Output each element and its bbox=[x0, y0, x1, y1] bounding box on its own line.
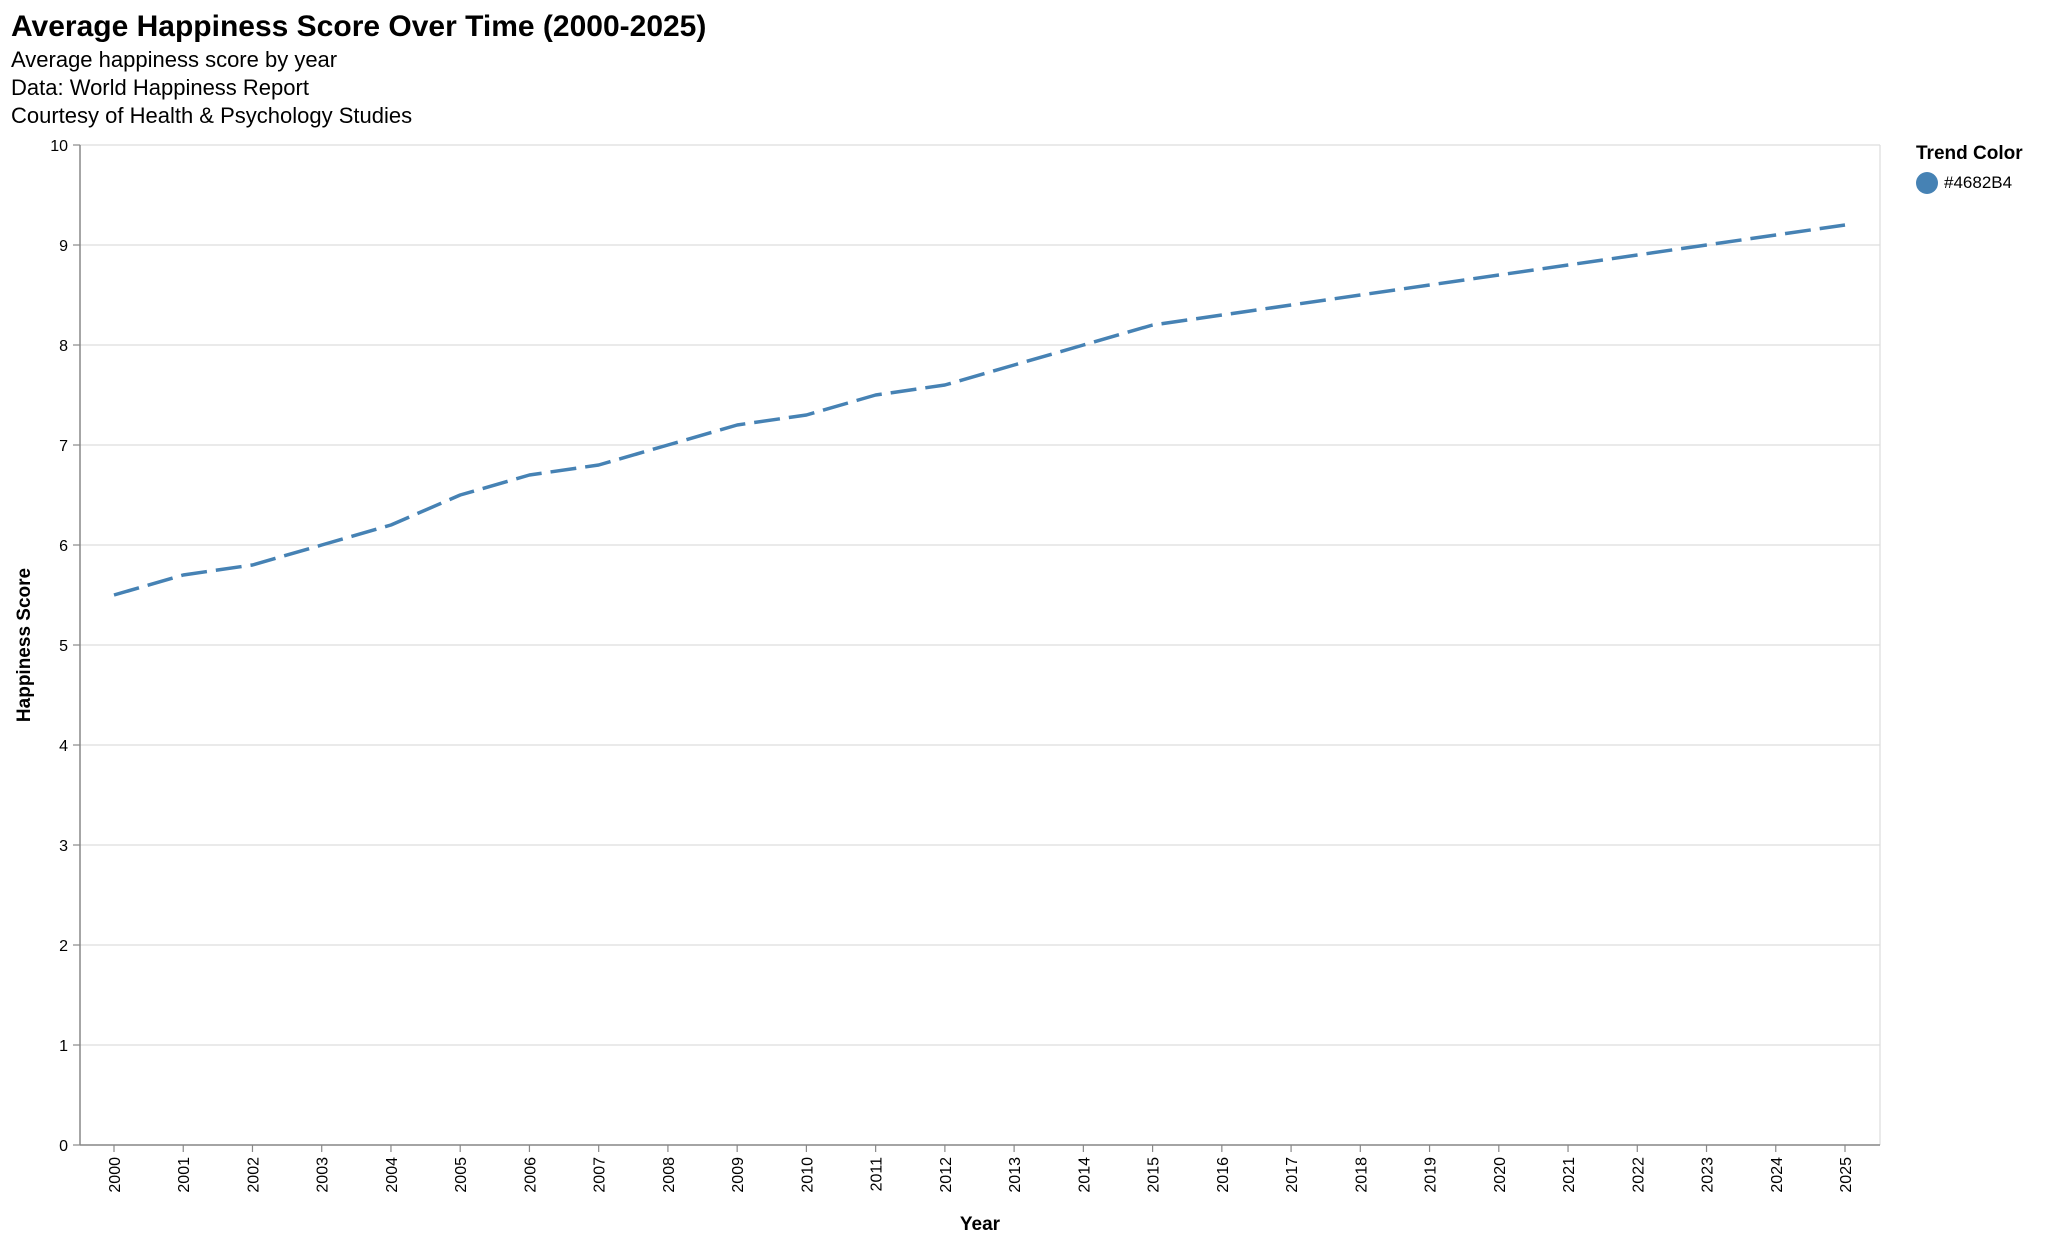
y-tick-label: 1 bbox=[59, 1038, 68, 1055]
series-line bbox=[113, 223, 1846, 597]
legend-label: #4682B4 bbox=[1944, 173, 2013, 192]
x-tick-label: 2009 bbox=[730, 1157, 747, 1193]
chart-header: Average Happiness Score Over Time (2000-… bbox=[11, 8, 706, 130]
x-tick-label: 2012 bbox=[938, 1157, 955, 1193]
x-tick-label: 2001 bbox=[176, 1157, 193, 1193]
y-tick-label: 6 bbox=[59, 538, 68, 555]
chart-title: Average Happiness Score Over Time (2000-… bbox=[11, 10, 707, 43]
x-tick-label: 2023 bbox=[1700, 1157, 1717, 1193]
legend-item: #4682B4 bbox=[1916, 172, 2023, 194]
x-tick-label: 2021 bbox=[1561, 1157, 1578, 1193]
y-tick-label: 3 bbox=[59, 838, 68, 855]
x-tick-label: 2007 bbox=[592, 1157, 609, 1193]
series-layer bbox=[113, 223, 1846, 597]
y-tick-label: 10 bbox=[50, 138, 68, 155]
y-axis-title: Happiness Score bbox=[14, 568, 35, 722]
x-tick-label: 2015 bbox=[1146, 1157, 1163, 1193]
y-tick-label: 7 bbox=[59, 438, 68, 455]
chart-courtesy: Courtesy of Health & Psychology Studies bbox=[11, 103, 413, 128]
y-tick-label: 2 bbox=[59, 938, 68, 955]
legend-title: Trend Color bbox=[1916, 143, 2023, 164]
x-tick-label: 2005 bbox=[453, 1157, 470, 1193]
y-tick-label: 4 bbox=[59, 738, 68, 755]
y-tick-label: 8 bbox=[59, 338, 68, 355]
axes: 0 1 2 3 4 5 6 7 8 9 10 2000 2001 2002 2003 2004 2005 2006… bbox=[50, 138, 1880, 1193]
x-tick-label: 2014 bbox=[1076, 1157, 1093, 1193]
x-tick-label: 2003 bbox=[315, 1157, 332, 1193]
y-tick-label: 0 bbox=[59, 1138, 68, 1155]
x-tick-label: 2025 bbox=[1838, 1157, 1855, 1193]
x-tick-label: 2000 bbox=[107, 1157, 124, 1193]
chart-subtitle: Average happiness score by year bbox=[11, 47, 338, 72]
gridlines bbox=[80, 144, 1881, 1146]
x-tick-label: 2020 bbox=[1492, 1157, 1509, 1193]
x-tick-label: 2017 bbox=[1284, 1157, 1301, 1193]
x-tick-label: 2013 bbox=[1007, 1157, 1024, 1193]
x-tick-label: 2010 bbox=[799, 1157, 816, 1193]
x-tick-label: 2006 bbox=[522, 1157, 539, 1193]
x-axis-title: Year bbox=[960, 1214, 1001, 1235]
legend-swatch-circle-icon bbox=[1916, 172, 1938, 194]
x-tick-label: 2002 bbox=[245, 1157, 262, 1193]
x-tick-label: 2011 bbox=[869, 1157, 886, 1192]
x-tick-label: 2004 bbox=[384, 1157, 401, 1193]
chart-data-source: Data: World Happiness Report bbox=[11, 75, 309, 100]
x-tick-label: 2008 bbox=[661, 1157, 678, 1193]
y-tick-label: 9 bbox=[59, 238, 68, 255]
x-tick-label: 2022 bbox=[1630, 1157, 1647, 1193]
legend: Trend Color #4682B4 bbox=[1916, 142, 2023, 194]
x-tick-label: 2018 bbox=[1353, 1157, 1370, 1193]
x-tick-label: 2024 bbox=[1769, 1157, 1786, 1193]
x-tick-label: 2016 bbox=[1215, 1157, 1232, 1193]
y-tick-label: 5 bbox=[59, 638, 68, 655]
x-tick-label: 2019 bbox=[1423, 1157, 1440, 1193]
